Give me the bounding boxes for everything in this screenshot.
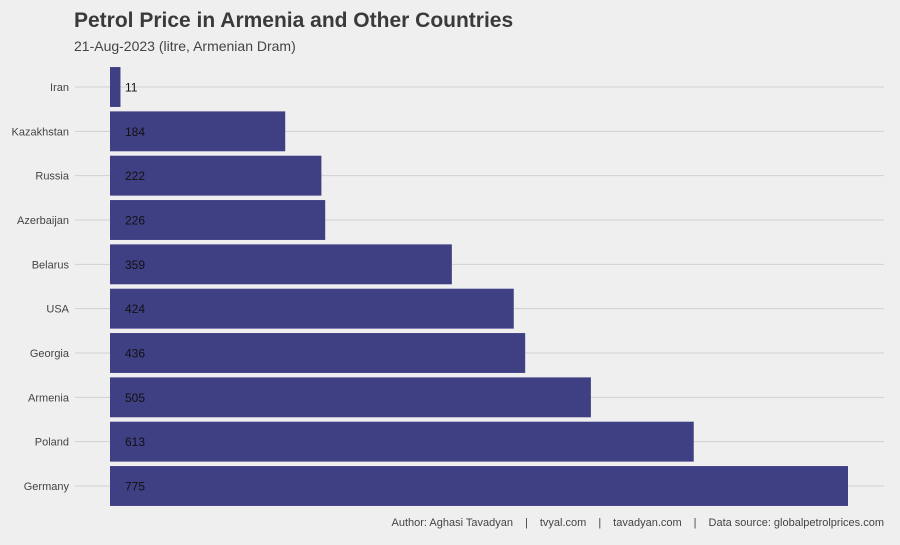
category-label: Azerbaijan (17, 215, 69, 227)
category-label: Russia (35, 171, 70, 183)
category-label: Georgia (30, 348, 70, 360)
category-label: Belarus (32, 259, 70, 271)
bar (110, 244, 452, 285)
bar (110, 421, 694, 462)
bar (110, 333, 526, 373)
category-label: Iran (50, 82, 69, 94)
data-label: 505 (125, 391, 145, 405)
chart-subtitle: 21-Aug-2023 (litre, Armenian Dram) (74, 38, 296, 54)
bar (110, 466, 848, 506)
bar (110, 111, 286, 152)
bar (110, 377, 591, 418)
bar (110, 155, 322, 196)
data-label: 775 (125, 480, 145, 494)
data-label: 424 (125, 302, 145, 316)
category-label: Germany (24, 481, 70, 493)
category-label: USA (46, 304, 69, 316)
data-label: 359 (125, 258, 145, 272)
bar (110, 288, 514, 329)
data-label: 11 (125, 81, 138, 95)
data-label: 184 (125, 125, 145, 139)
category-label: Kazakhstan (12, 126, 69, 138)
caption-separator: | (598, 517, 602, 529)
data-label: 436 (125, 347, 145, 361)
caption-separator: | (524, 517, 528, 529)
category-label: Armenia (28, 392, 70, 404)
caption-site-2: tavadyan.com (613, 517, 682, 529)
caption-author: Author: Aghasi Tavadyan (391, 517, 513, 529)
caption-separator: | (693, 517, 697, 529)
bar (110, 67, 121, 107)
caption-source: Data source: globalpetrolprices.com (708, 517, 884, 529)
chart-caption: Author: Aghasi Tavadyan | tvyal.com | tavady… (391, 517, 884, 529)
caption-site-1: tvyal.com (539, 517, 587, 529)
data-label: 222 (125, 169, 145, 183)
bar (110, 200, 326, 240)
category-label: Poland (35, 437, 69, 449)
data-label: 226 (125, 214, 145, 228)
data-label: 613 (125, 435, 145, 449)
chart-title: Petrol Price in Armenia and Other Countr… (74, 9, 514, 32)
